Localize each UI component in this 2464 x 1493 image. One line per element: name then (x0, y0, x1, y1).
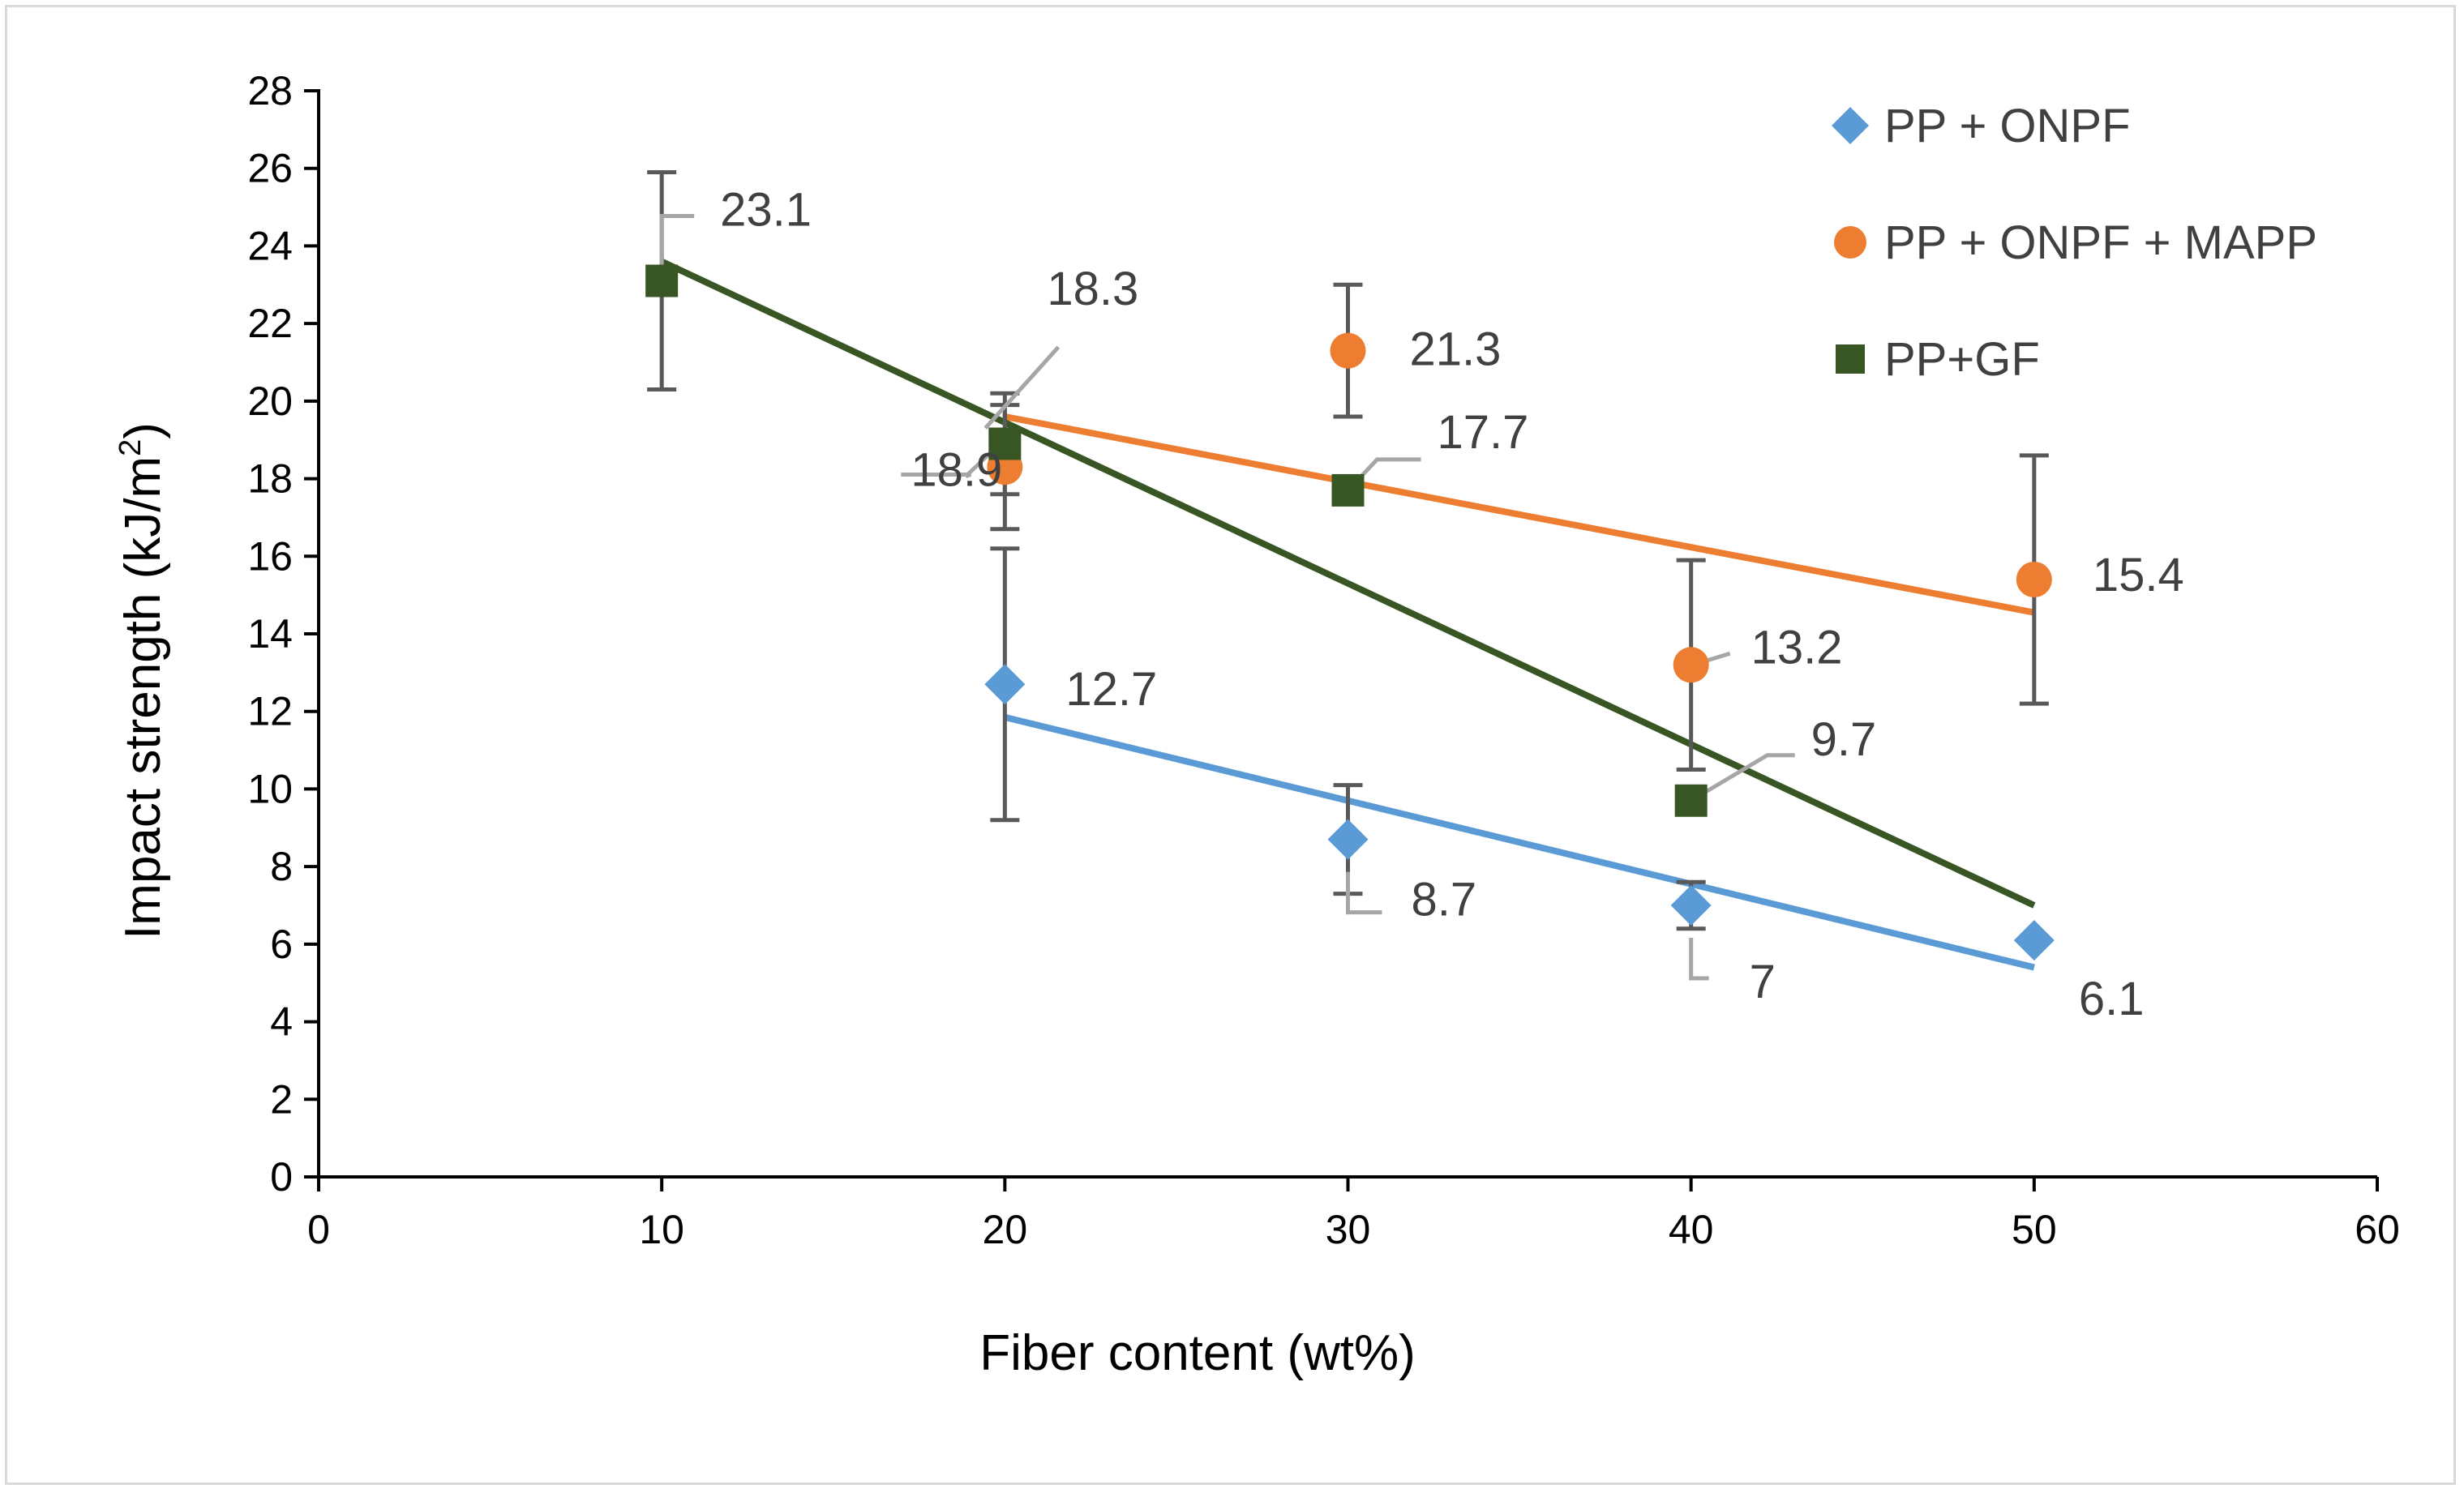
data-labels: 12.7 8.7 7 6.1 18.3 21.3 13.2 15.4 23.1 18.9 17.7 9… (720, 184, 2184, 1026)
data-label: 15.4 (2093, 549, 2184, 601)
data-label: 6.1 (2079, 973, 2145, 1025)
y-tick-label: 2 (270, 1076, 293, 1122)
data-label: 17.7 (1438, 406, 1529, 459)
data-markers (645, 264, 2055, 961)
y-tick-label: 26 (247, 146, 293, 191)
marker-circle (2016, 562, 2052, 597)
trendlines (660, 258, 2036, 971)
y-tick-label: 8 (270, 844, 293, 889)
data-label: 8.7 (1412, 874, 1477, 926)
legend-marker-square (1836, 344, 1865, 374)
legend-label: PP + ONPF + MAPP (1884, 216, 2317, 269)
marker-diamond (2013, 920, 2055, 961)
marker-circle (1330, 332, 1366, 369)
label-leader-lines (659, 214, 1795, 981)
legend-marker-diamond (1832, 107, 1869, 144)
data-label: 9.7 (1811, 713, 1877, 766)
trendline-0 (1004, 714, 2035, 971)
data-label: 7 (1750, 956, 1776, 1008)
trendline-2 (660, 258, 2036, 909)
y-tick-label: 22 (247, 301, 293, 346)
y-tick-label: 4 (270, 999, 293, 1045)
legend-label: PP + ONPF (1884, 100, 2131, 152)
leader-line (659, 214, 695, 275)
data-label: 21.3 (1410, 323, 1502, 376)
data-label: 12.7 (1065, 663, 1157, 716)
x-tick-label: 10 (639, 1207, 684, 1252)
leader-line (1690, 753, 1795, 802)
y-tick-label: 12 (247, 689, 293, 734)
y-axis-title-sup: 2 (114, 439, 148, 456)
marker-square (1674, 784, 1708, 817)
marker-square (988, 427, 1022, 460)
legend-marker-circle (1834, 226, 1866, 259)
leader-line (1689, 938, 1709, 981)
y-tick-label: 6 (270, 922, 293, 967)
y-tick-label: 10 (247, 766, 293, 811)
data-label: 23.1 (720, 184, 812, 237)
x-tick-label: 50 (2012, 1207, 2057, 1252)
x-tick-label: 0 (307, 1207, 330, 1252)
y-tick-label: 16 (247, 533, 293, 579)
marker-circle (1673, 647, 1709, 683)
x-tick-label: 60 (2355, 1207, 2400, 1252)
x-axis-title: Fiber content (wt%) (979, 1325, 1416, 1381)
y-tick-label: 0 (270, 1154, 293, 1200)
y-axis-title: Impact strength (kJ/m2) (114, 422, 171, 939)
y-tick-label: 14 (247, 611, 293, 657)
chart-frame (5, 5, 2456, 1485)
marker-square (1331, 473, 1365, 507)
leader-line (901, 438, 1005, 478)
x-tick-label: 40 (1669, 1207, 1714, 1252)
x-tick-label: 30 (1326, 1207, 1371, 1252)
data-label: 13.2 (1751, 621, 1843, 674)
marker-square (645, 264, 679, 297)
y-axis-title-main: Impact strength (kJ/m (115, 456, 171, 939)
y-tick-label: 18 (247, 456, 293, 502)
leader-line (983, 345, 1061, 430)
marker-diamond (984, 664, 1026, 705)
y-tick-label: 24 (247, 223, 293, 268)
data-label: 18.3 (1047, 263, 1138, 315)
y-tick-label: 20 (247, 379, 293, 424)
data-label: 18.9 (911, 444, 1002, 497)
marker-diamond (1327, 819, 1369, 860)
leader-line (1346, 871, 1382, 915)
y-tick-label: 28 (247, 68, 293, 113)
legend-label: PP+GF (1884, 333, 2040, 386)
y-axis-title-end: ) (115, 422, 171, 439)
x-tick-label: 20 (983, 1207, 1028, 1252)
marker-diamond (1670, 885, 1712, 926)
trendline-1 (1004, 413, 2035, 616)
legend: PP + ONPF PP + ONPF + MAPP PP+GF (1832, 100, 2317, 386)
